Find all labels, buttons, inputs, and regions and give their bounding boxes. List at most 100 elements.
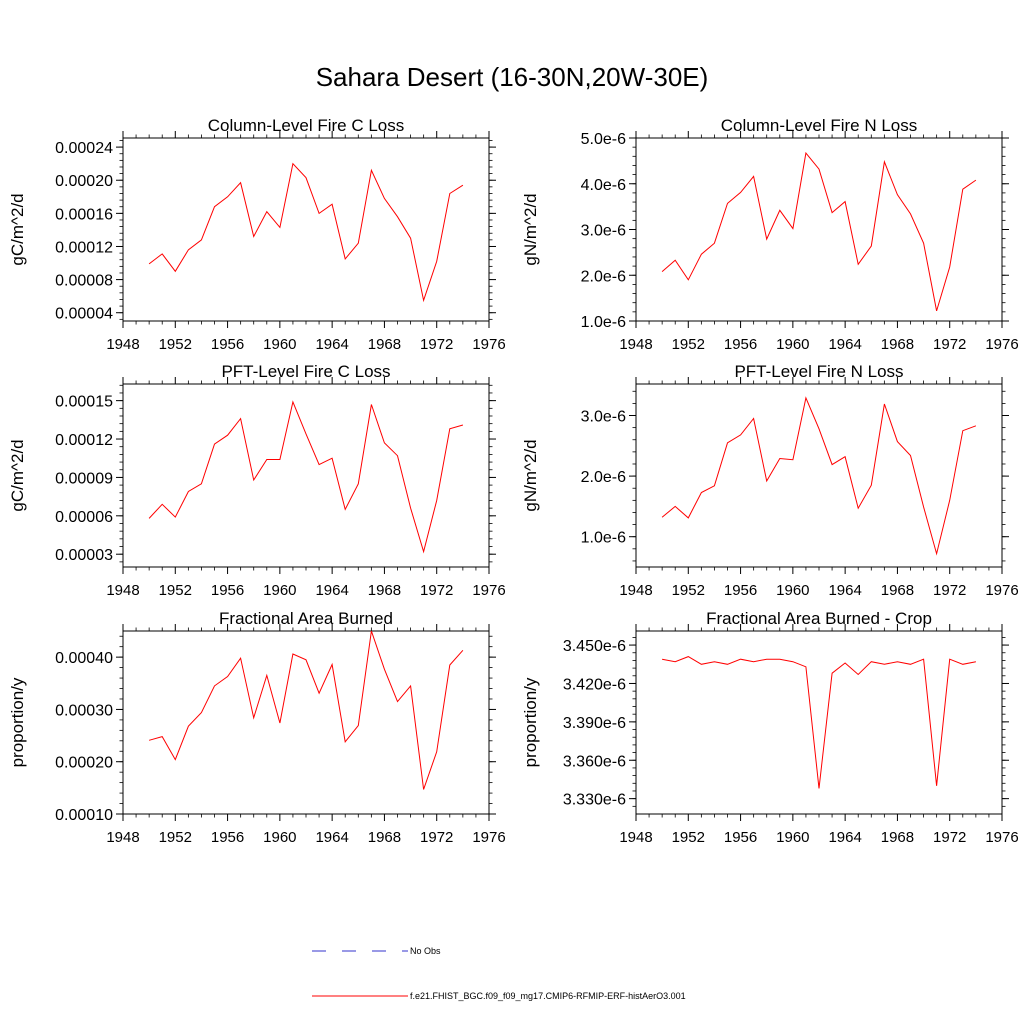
x-tick-label: 1968 <box>881 336 914 353</box>
x-tick-label: 1976 <box>985 829 1018 846</box>
subplot-title: Fractional Area Burned <box>219 609 393 628</box>
y-axis-label: gN/m^2/d <box>521 439 540 511</box>
x-tick-label: 1960 <box>263 829 296 846</box>
y-tick-label: 1.0e-6 <box>581 314 626 331</box>
x-tick-label: 1960 <box>776 336 809 353</box>
x-tick-label: 1964 <box>828 336 861 353</box>
subplot-5: Fractional Area Burned proportion/y 1948 19… <box>8 609 506 846</box>
plot-frame <box>635 137 1003 322</box>
subplot-1: Column-Level Fire C Loss gC/m^2/d 1948 1952… <box>8 116 506 353</box>
x-tick-label: 1976 <box>472 829 505 846</box>
x-tick-label: 1960 <box>263 582 296 599</box>
x-tick-label: 1964 <box>315 582 348 599</box>
subplot-6: Fractional Area Burned - Crop proportion/… <box>521 609 1019 846</box>
x-tick-label: 1972 <box>420 582 453 599</box>
y-tick-label: 0.00016 <box>55 206 113 223</box>
y-tick-label: 0.00008 <box>55 273 113 290</box>
y-axis-label: gC/m^2/d <box>8 193 27 265</box>
x-tick-label: 1952 <box>159 336 192 353</box>
x-tick-label: 1956 <box>724 582 757 599</box>
legend: No Obs f.e21.FHIST_BGC.f09_f09_mg17.CMIP6… <box>312 946 686 1001</box>
series-line <box>661 396 977 556</box>
series-line <box>661 151 977 312</box>
x-tick-label: 1964 <box>315 829 348 846</box>
plot-frame <box>122 383 490 568</box>
y-axis-label: gN/m^2/d <box>521 193 540 265</box>
y-tick-label: 0.00006 <box>55 509 113 526</box>
y-tick-label: 5.0e-6 <box>581 131 626 148</box>
x-tick-label: 1976 <box>472 336 505 353</box>
series-line <box>148 400 464 554</box>
y-tick-label: 3.330e-6 <box>563 792 626 809</box>
x-tick-label: 1972 <box>933 582 966 599</box>
y-tick-label: 0.00012 <box>55 239 113 256</box>
plot-frame <box>122 630 490 815</box>
x-tick-label: 1952 <box>159 582 192 599</box>
subplot-title: Fractional Area Burned - Crop <box>706 609 932 628</box>
x-tick-label: 1948 <box>106 582 139 599</box>
y-tick-label: 0.00004 <box>55 306 113 323</box>
y-tick-label: 0.00012 <box>55 432 113 449</box>
plot-frame <box>122 137 490 322</box>
y-tick-label: 3.450e-6 <box>563 638 626 655</box>
x-tick-label: 1956 <box>211 336 244 353</box>
y-tick-label: 0.00030 <box>55 702 113 719</box>
subplot-title: PFT-Level Fire N Loss <box>734 362 903 381</box>
x-tick-label: 1968 <box>881 829 914 846</box>
x-tick-label: 1964 <box>315 336 348 353</box>
series-line <box>148 630 464 790</box>
y-axis-label: proportion/y <box>521 677 540 767</box>
y-tick-label: 1.0e-6 <box>581 530 626 547</box>
y-tick-label: 3.420e-6 <box>563 676 626 693</box>
x-tick-label: 1968 <box>881 582 914 599</box>
x-tick-label: 1948 <box>106 829 139 846</box>
x-tick-label: 1968 <box>368 582 401 599</box>
x-tick-label: 1948 <box>619 336 652 353</box>
subplot-4: PFT-Level Fire N Loss gN/m^2/d 1948 1952 195… <box>521 362 1019 599</box>
x-tick-label: 1964 <box>828 829 861 846</box>
series-line <box>148 162 464 303</box>
x-tick-label: 1960 <box>776 582 809 599</box>
x-tick-label: 1976 <box>472 582 505 599</box>
figure-title: Sahara Desert (16-30N,20W-30E) <box>315 62 709 92</box>
x-tick-label: 1948 <box>619 582 652 599</box>
x-tick-label: 1952 <box>672 336 705 353</box>
y-tick-label: 3.390e-6 <box>563 715 626 732</box>
subplot-title: PFT-Level Fire C Loss <box>221 362 390 381</box>
subplot-3: PFT-Level Fire C Loss gC/m^2/d 1948 1952 195… <box>8 362 506 599</box>
series-line <box>662 656 976 789</box>
x-tick-label: 1972 <box>933 829 966 846</box>
x-tick-label: 1960 <box>263 336 296 353</box>
x-tick-label: 1948 <box>106 336 139 353</box>
x-tick-label: 1960 <box>776 829 809 846</box>
y-tick-label: 0.00009 <box>55 470 113 487</box>
y-tick-label: 3.0e-6 <box>581 223 626 240</box>
x-tick-label: 1956 <box>211 829 244 846</box>
y-axis-label: gC/m^2/d <box>8 439 27 511</box>
y-tick-label: 0.00020 <box>55 755 113 772</box>
y-tick-label: 4.0e-6 <box>581 177 626 194</box>
subplot-2: Column-Level Fire N Loss gN/m^2/d 1948 1952… <box>521 116 1019 353</box>
y-tick-label: 0.00020 <box>55 173 113 190</box>
y-tick-label: 0.00024 <box>55 140 113 157</box>
x-tick-label: 1956 <box>724 829 757 846</box>
x-tick-label: 1976 <box>985 582 1018 599</box>
y-tick-label: 3.360e-6 <box>563 753 626 770</box>
y-tick-label: 0.00015 <box>55 394 113 411</box>
y-tick-label: 0.00040 <box>55 650 113 667</box>
x-tick-label: 1952 <box>672 582 705 599</box>
x-tick-label: 1976 <box>985 336 1018 353</box>
y-tick-label: 0.00010 <box>55 807 113 824</box>
x-tick-label: 1952 <box>672 829 705 846</box>
y-axis-label: proportion/y <box>8 677 27 767</box>
x-tick-label: 1956 <box>211 582 244 599</box>
x-tick-label: 1972 <box>933 336 966 353</box>
x-tick-label: 1964 <box>828 582 861 599</box>
x-tick-label: 1972 <box>420 829 453 846</box>
legend-label: No Obs <box>410 946 441 956</box>
legend-label: f.e21.FHIST_BGC.f09_f09_mg17.CMIP6-RFMIP… <box>410 991 686 1001</box>
x-tick-label: 1948 <box>619 829 652 846</box>
x-tick-label: 1968 <box>368 336 401 353</box>
subplot-title: Column-Level Fire C Loss <box>208 116 405 135</box>
